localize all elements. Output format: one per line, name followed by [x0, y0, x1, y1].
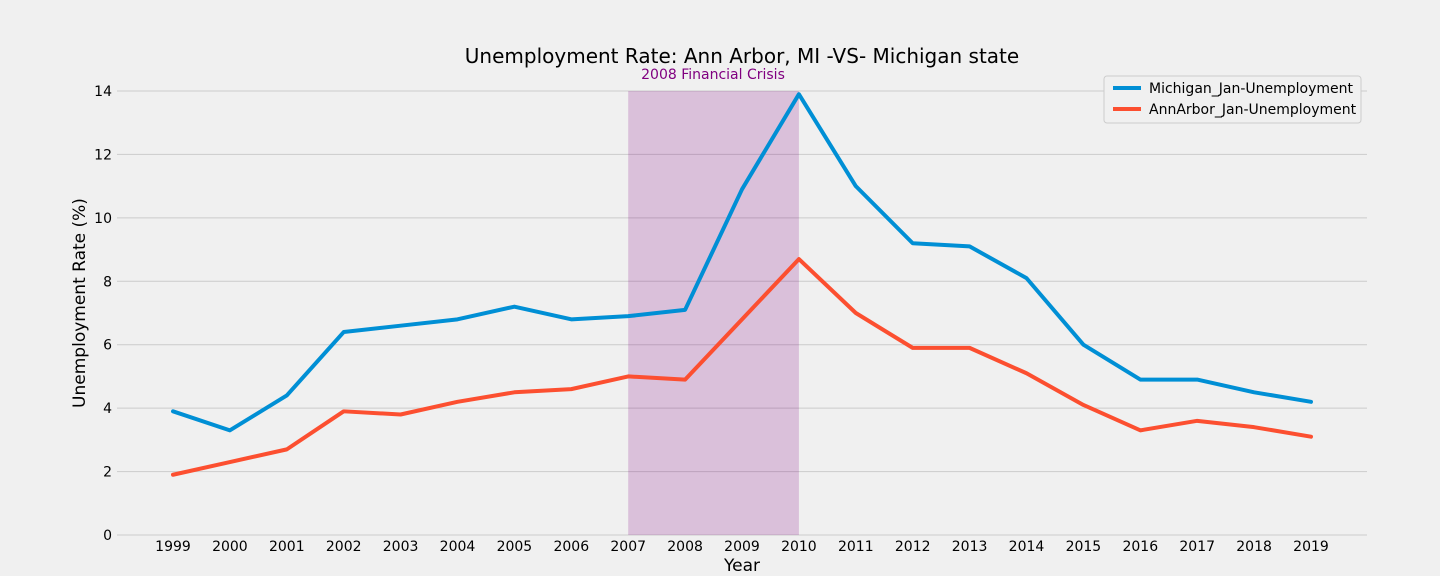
x-tick-label: 2017 — [1179, 539, 1215, 555]
series-lines — [171, 92, 1313, 477]
tick-labels: 0 2 4 6 8 10 12 14 1999 2000 2001 2002 2003 2004 2005 2… — [94, 84, 1329, 555]
y-tick-label: 8 — [103, 274, 112, 290]
gridlines — [117, 90, 1367, 536]
chart-title: Unemployment Rate: Ann Arbor, MI -VS- Mi… — [465, 44, 1019, 68]
x-axis-title: Year — [723, 556, 760, 576]
x-tick-label: 2001 — [269, 539, 305, 555]
y-tick-label: 2 — [103, 465, 112, 481]
x-tick-label: 2000 — [212, 539, 248, 555]
shaded-region-label: 2008 Financial Crisis — [641, 67, 785, 83]
x-tick-label: 2016 — [1122, 539, 1158, 555]
x-tick-label: 2011 — [838, 539, 874, 555]
x-tick-label: 2003 — [383, 539, 419, 555]
x-tick-label: 2009 — [724, 539, 760, 555]
legend: Michigan_Jan-Unemployment AnnArbor_Jan-U… — [1103, 75, 1362, 124]
y-tick-label: 0 — [103, 528, 112, 544]
series-line-annarbor — [171, 257, 1313, 477]
legend-frame — [1103, 75, 1362, 124]
y-tick-label: 14 — [94, 84, 112, 100]
x-tick-label: 2010 — [781, 539, 817, 555]
x-tick-label: 1999 — [155, 539, 191, 555]
y-axis-title: Unemployment Rate (%) — [70, 198, 90, 408]
x-tick-label: 2002 — [326, 539, 362, 555]
x-tick-label: 2013 — [952, 539, 988, 555]
legend-label-annarbor: AnnArbor_Jan-Unemployment — [1149, 102, 1357, 118]
x-tick-label: 2018 — [1236, 539, 1272, 555]
y-tick-label: 10 — [94, 211, 112, 227]
y-tick-label: 6 — [103, 338, 112, 354]
x-tick-label: 2012 — [895, 539, 931, 555]
x-tick-label: 2015 — [1066, 539, 1102, 555]
x-tick-label: 2008 — [667, 539, 703, 555]
y-tick-label: 4 — [103, 401, 112, 417]
x-tick-label: 2014 — [1009, 539, 1045, 555]
x-tick-label: 2007 — [610, 539, 646, 555]
x-tick-label: 2004 — [440, 539, 476, 555]
x-tick-label: 2006 — [553, 539, 589, 555]
legend-label-michigan: Michigan_Jan-Unemployment — [1149, 81, 1354, 97]
y-tick-label: 12 — [94, 147, 112, 163]
x-tick-label: 2005 — [497, 539, 533, 555]
x-tick-label: 2019 — [1293, 539, 1329, 555]
series-line-michigan — [171, 92, 1313, 433]
